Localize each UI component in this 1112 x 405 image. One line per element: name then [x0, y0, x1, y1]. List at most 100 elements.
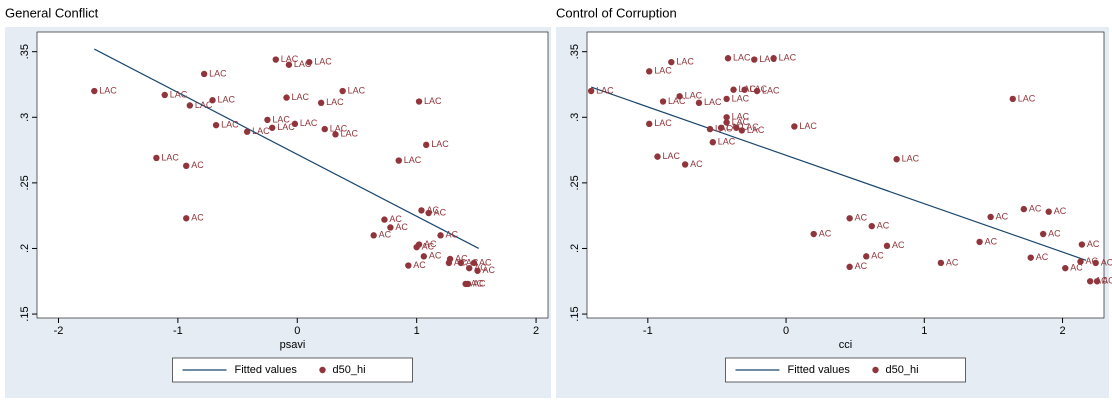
fitted-line — [94, 48, 480, 250]
point-label: AC — [422, 242, 435, 252]
x-tick-label: 1 — [414, 325, 420, 337]
point-label: LAC — [340, 129, 358, 139]
x-tick-label: 1 — [921, 325, 927, 337]
point-label: LAC — [732, 117, 750, 127]
point — [470, 259, 478, 267]
point-label: AC — [473, 278, 486, 288]
point-label: LAC — [779, 53, 797, 63]
point-label: LAC — [596, 85, 614, 95]
point — [1009, 95, 1016, 103]
point — [405, 262, 412, 269]
point — [724, 55, 732, 62]
point — [370, 232, 377, 239]
point — [723, 119, 730, 126]
x-axis-label: cci — [839, 339, 852, 351]
point-label: LAC — [330, 123, 348, 133]
point-label: LAC — [654, 118, 672, 128]
point-label: AC — [389, 214, 402, 224]
point — [321, 125, 328, 133]
point-label: LAC — [663, 151, 681, 161]
legend-key — [319, 366, 326, 374]
point — [212, 121, 220, 129]
point — [415, 98, 423, 105]
point-label: LAC — [431, 139, 449, 149]
point-label: AC — [1029, 203, 1042, 213]
y-tick-label: .2 — [19, 244, 31, 253]
x-tick-label: 2 — [533, 325, 539, 337]
point — [646, 68, 653, 75]
point — [317, 99, 325, 107]
point — [810, 230, 817, 238]
point-label: AC — [946, 257, 959, 267]
point-label: LAC — [424, 96, 442, 106]
point — [457, 259, 465, 267]
point-label: LAC — [704, 97, 722, 107]
y-tick-label: .15 — [19, 306, 31, 321]
point-label: LAC — [314, 57, 332, 67]
point-label: AC — [426, 205, 439, 215]
point — [937, 259, 945, 267]
point-label: AC — [1070, 263, 1083, 273]
point-label: LAC — [294, 59, 312, 69]
point-label: AC — [454, 257, 467, 267]
y-tick-label: .3 — [19, 113, 31, 122]
point-label: LAC — [326, 97, 344, 107]
point-label: AC — [1087, 239, 1100, 249]
point — [243, 128, 251, 135]
x-axis-label: psavi — [280, 339, 306, 351]
point — [269, 124, 276, 131]
y-tick-label: .25 — [569, 175, 581, 190]
point — [183, 162, 190, 170]
point-label: LAC — [292, 92, 310, 102]
point — [883, 242, 891, 250]
point-label: AC — [996, 211, 1009, 221]
point-label: AC — [690, 159, 703, 169]
point-label: LAC — [732, 112, 750, 122]
point-label: LAC — [668, 96, 686, 106]
point-label: AC — [1054, 206, 1067, 216]
point — [91, 87, 98, 95]
legend-label: d50_hi — [886, 364, 919, 376]
point — [863, 253, 870, 260]
point — [791, 123, 798, 130]
point — [733, 124, 740, 131]
point — [1086, 278, 1094, 285]
point — [738, 127, 746, 134]
point — [464, 280, 472, 288]
point — [413, 243, 420, 251]
point-label: AC — [1036, 252, 1049, 262]
point — [676, 93, 683, 100]
y-tick-label: .35 — [569, 44, 581, 59]
point-label: AC — [1101, 257, 1112, 267]
point — [445, 259, 453, 267]
point-label: AC — [413, 260, 426, 270]
point — [153, 154, 160, 162]
point-label: AC — [474, 263, 487, 273]
point — [339, 87, 346, 95]
point — [846, 263, 853, 271]
point-label: LAC — [676, 57, 694, 67]
point — [466, 264, 473, 272]
point-label: LAC — [218, 95, 236, 105]
legend-label: d50_hi — [333, 364, 366, 376]
point-label: AC — [429, 251, 442, 261]
point-label: AC — [892, 240, 905, 250]
point-label: LAC — [732, 93, 750, 103]
point-label: LAC — [902, 154, 920, 164]
point-label: AC — [191, 160, 204, 170]
plot-area — [586, 31, 1105, 319]
point-label: AC — [1048, 228, 1061, 238]
point — [1020, 205, 1028, 213]
point-label: AC — [1086, 256, 1099, 266]
point-label: AC — [1095, 276, 1108, 286]
x-tick-label: 2 — [1059, 325, 1065, 337]
point — [332, 131, 339, 138]
point — [1077, 258, 1084, 265]
point-label: LAC — [1018, 93, 1036, 103]
point — [868, 222, 875, 230]
point — [306, 58, 313, 66]
point — [723, 114, 730, 121]
point-label: LAC — [404, 155, 422, 165]
point-label: LAC — [759, 54, 777, 64]
